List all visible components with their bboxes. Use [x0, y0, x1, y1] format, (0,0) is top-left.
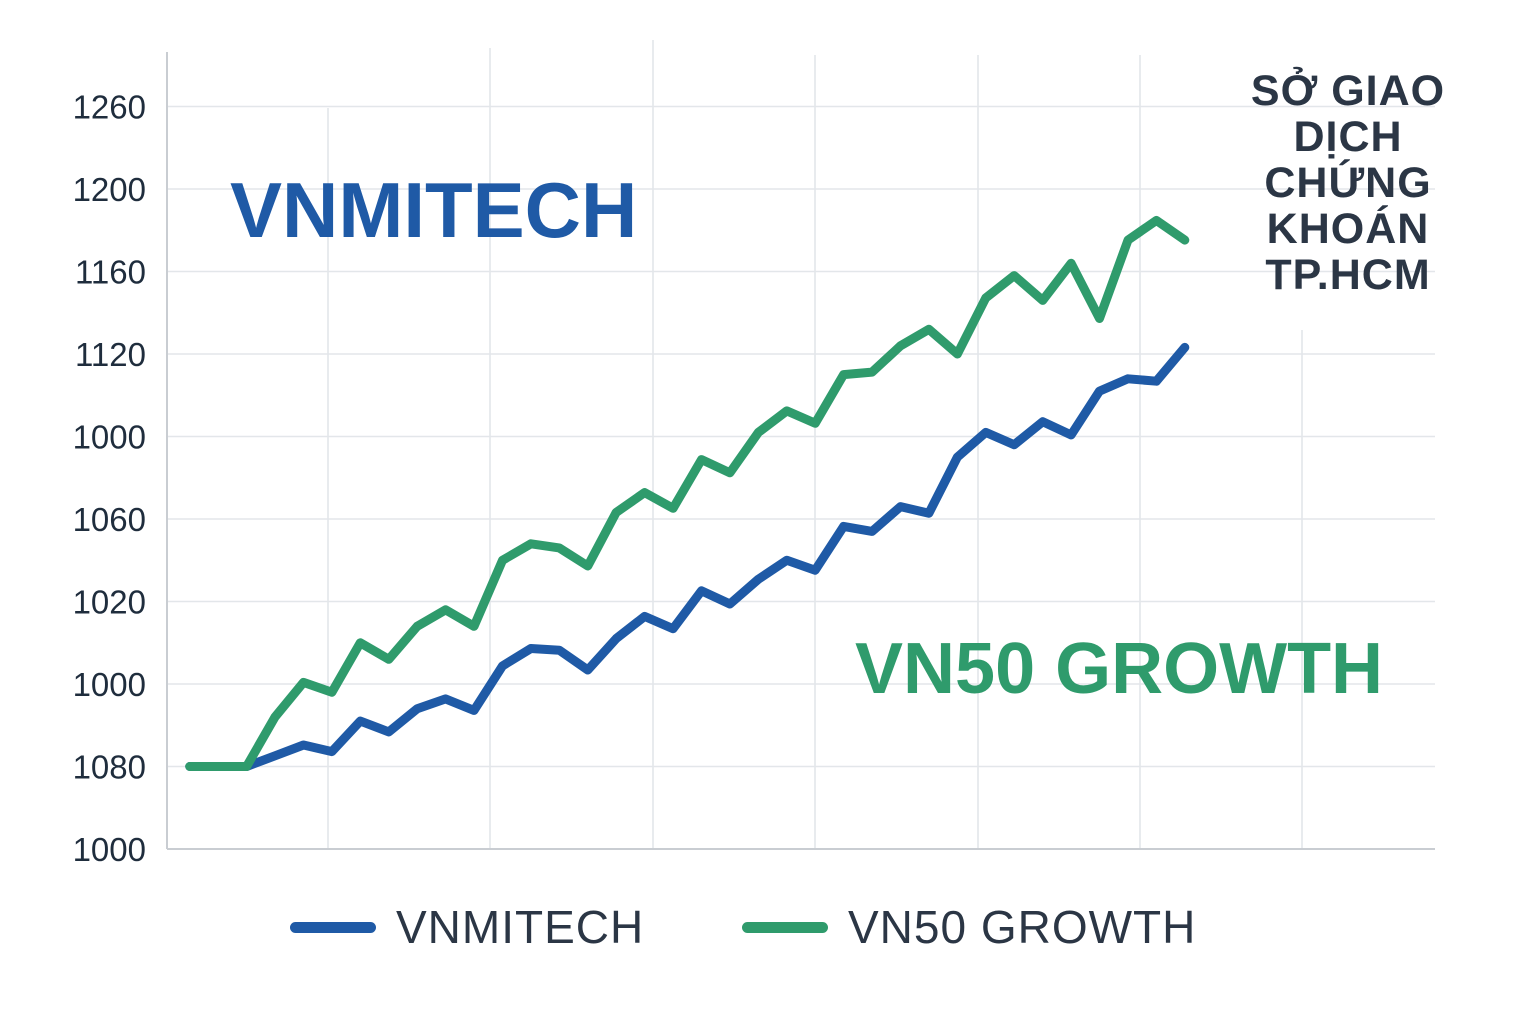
legend-swatch-vn50-growth: [742, 921, 828, 933]
grid: [167, 40, 1435, 849]
y-tick-label: 1060: [73, 501, 146, 538]
y-tick-label: 1120: [75, 336, 146, 373]
legend-item-vn50-growth: VN50 GROWTH: [742, 895, 1196, 959]
y-axis-tick-labels: 1000 1080 1000 1020 1060 1000 1120 1160 1200 1260: [73, 89, 146, 869]
vn50-growth-annotation: VN50 GROWTH: [855, 629, 1384, 709]
legend-label-vnmitech: VNMITECH: [396, 901, 645, 953]
y-tick-label: 1000: [73, 831, 146, 868]
axes: [166, 52, 1435, 850]
series-line-vnmitech: [185, 342, 1190, 771]
legend-item-vnmitech: VNMITECH: [290, 895, 644, 959]
y-tick-label: 1200: [73, 171, 146, 208]
exchange-label: SỞ GIAO DỊCH CHỨNG KHOÁN TP.HCM: [1232, 68, 1464, 298]
y-tick-label: 1260: [73, 89, 146, 126]
series-lines: [185, 215, 1190, 771]
y-tick-label: 1000: [73, 419, 146, 456]
exchange-label-line: DỊCH: [1293, 113, 1403, 161]
legend-swatch-vnmitech: [290, 921, 376, 933]
series-line-vn50-growth: [185, 215, 1190, 771]
legend-label-vn50-growth: VN50 GROWTH: [848, 901, 1197, 953]
legend: VNMITECH VN50 GROWTH: [0, 895, 1536, 959]
vnmitech-annotation: VNMITECH: [230, 166, 638, 254]
y-tick-label: 1160: [75, 254, 146, 291]
y-tick-label: 1000: [73, 666, 146, 703]
exchange-label-line: CHỨNG: [1264, 159, 1432, 207]
exchange-label-line: KHOÁN: [1266, 205, 1430, 253]
y-tick-label: 1020: [73, 584, 146, 621]
exchange-label-line: SỞ GIAO: [1250, 67, 1446, 115]
y-tick-label: 1080: [73, 749, 146, 786]
exchange-label-line: TP.HCM: [1265, 251, 1431, 299]
